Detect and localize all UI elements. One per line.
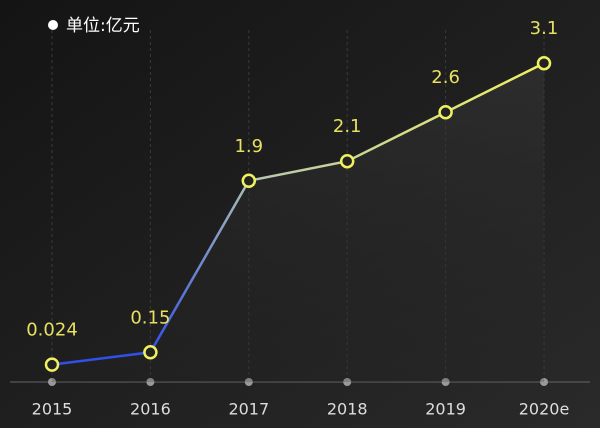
data-point (339, 153, 355, 169)
legend-label: 单位:亿元 (66, 16, 140, 36)
data-label: 0.024 (26, 320, 78, 341)
data-label: 3.1 (530, 18, 559, 39)
data-label: 1.9 (234, 136, 263, 157)
data-point (143, 345, 158, 360)
x-tick-label: 2018 (327, 400, 368, 419)
data-line (51, 62, 545, 366)
data-point (438, 104, 453, 120)
data-label: 2.1 (333, 116, 362, 137)
x-tick-label: 2017 (228, 400, 269, 419)
x-tick-label: 2016 (130, 400, 171, 419)
data-point (241, 173, 257, 189)
data-point (536, 55, 552, 71)
data-point (44, 357, 60, 372)
legend-marker (48, 20, 58, 30)
x-tick-label: 2019 (425, 400, 466, 419)
data-label: 2.6 (431, 67, 460, 88)
data-label: 0.15 (130, 307, 170, 328)
x-tick-label: 2015 (32, 400, 73, 419)
x-tick-label: 2020e (519, 400, 570, 419)
area (52, 63, 544, 382)
